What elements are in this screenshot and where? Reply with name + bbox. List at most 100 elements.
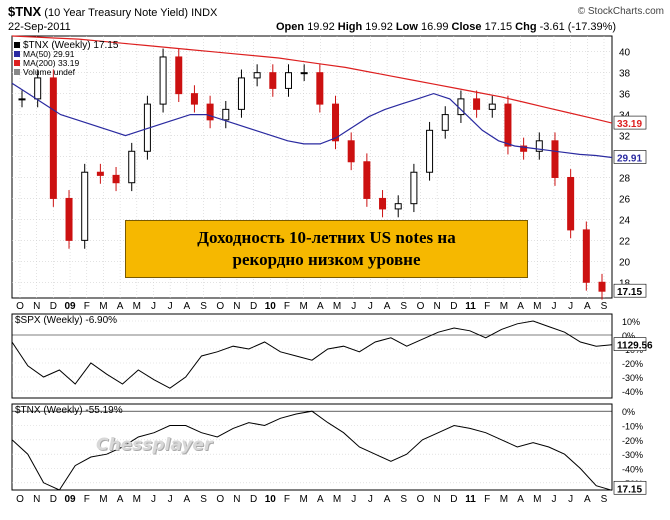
annotation-callout: Доходность 10-летних US notes на рекордно… <box>125 220 528 278</box>
x-tick-label: J <box>151 301 156 312</box>
x-tick-label-bottom: F <box>284 494 290 505</box>
symbol: $TNX <box>8 4 42 19</box>
price-tick-label: 18 <box>619 278 631 289</box>
x-tick-label-bottom: S <box>601 494 608 505</box>
x-tick-label-bottom: F <box>84 494 90 505</box>
candle-body <box>535 140 543 152</box>
candle-body <box>426 129 434 173</box>
x-tick-label-bottom: A <box>517 494 524 505</box>
x-tick-label-bottom: F <box>484 494 490 505</box>
x-tick-label: A <box>317 301 324 312</box>
x-tick-label: F <box>84 301 90 312</box>
x-tick-label: O <box>216 301 224 312</box>
price-tick-label: 20 <box>619 257 631 268</box>
price-tick-label: 22 <box>619 236 631 247</box>
watermark: Chessplayer <box>96 435 213 455</box>
candle-body <box>379 197 387 210</box>
x-tick-label: F <box>484 301 490 312</box>
spx-last-tag-box <box>613 337 647 351</box>
x-tick-label: A <box>117 301 124 312</box>
x-tick-label: O <box>417 301 425 312</box>
candle-body <box>598 281 606 292</box>
candle-body <box>551 140 559 178</box>
x-tick-label: J <box>168 301 173 312</box>
callout-line-2: рекордно низком уровне <box>232 250 421 269</box>
candle-body <box>237 77 245 110</box>
x-tick-label-bottom: 09 <box>64 494 76 505</box>
tnx-tick-label: -10% <box>622 422 643 432</box>
ma200-line <box>11 35 613 124</box>
x-tick-label-bottom: 11 <box>465 494 476 505</box>
x-tick-label-bottom: M <box>500 494 508 505</box>
x-tick-label-bottom: O <box>417 494 425 505</box>
x-tick-label-bottom: A <box>117 494 124 505</box>
x-tick-label: J <box>351 301 356 312</box>
candle-body <box>49 77 57 199</box>
x-tick-label-bottom: M <box>533 494 541 505</box>
spx-tick-label: -20% <box>622 359 643 369</box>
exchange: INDX <box>191 7 218 19</box>
x-tick-label: A <box>384 301 391 312</box>
legend-ma200-swatch <box>14 60 20 66</box>
legend-volume: Volume undef <box>23 67 76 77</box>
price-tick-label: 32 <box>619 132 631 143</box>
x-tick-label-bottom: J <box>368 494 373 505</box>
x-tick-label-bottom: O <box>216 494 224 505</box>
price-tick-label: 24 <box>619 215 631 226</box>
candle-body <box>504 103 512 147</box>
candle-body <box>284 72 292 89</box>
spx-line <box>11 320 613 389</box>
x-tick-label: S <box>601 301 608 312</box>
x-tick-label-bottom: J <box>551 494 556 505</box>
date: 22-Sep-2011 <box>8 21 71 33</box>
price-tick-label: 36 <box>619 90 631 101</box>
x-tick-label: A <box>184 301 191 312</box>
x-tick-label-bottom: J <box>351 494 356 505</box>
tnx-last-tag-box <box>613 480 647 495</box>
x-tick-label: J <box>368 301 373 312</box>
x-tick-label: F <box>284 301 290 312</box>
price-tick-label: 26 <box>619 194 631 205</box>
ma50-line <box>11 82 613 159</box>
tnx-line <box>11 410 613 491</box>
x-tick-label: M <box>500 301 508 312</box>
x-tick-label: D <box>50 301 57 312</box>
candle-body <box>96 171 104 176</box>
x-tick-label-bottom: N <box>33 494 40 505</box>
price-last-tag-box <box>613 283 647 298</box>
x-tick-label: A <box>517 301 524 312</box>
candle-body <box>363 161 371 199</box>
candle-body <box>206 103 214 121</box>
tnx-tick-label: 0% <box>622 407 635 417</box>
x-tick-label: J <box>568 301 573 312</box>
x-tick-label: D <box>250 301 257 312</box>
x-tick-label-bottom: J <box>568 494 573 505</box>
x-tick-label: 09 <box>64 301 76 312</box>
tnx-legend: $TNX (Weekly) -55.19% <box>15 405 123 416</box>
candle-body <box>394 203 402 210</box>
x-tick-label-bottom: M <box>99 494 107 505</box>
spx-tick-label: -40% <box>622 387 643 397</box>
ma200-tag-box <box>613 115 647 130</box>
candle-body <box>410 171 418 205</box>
candle-body <box>347 140 355 163</box>
ma50-tag: 29.91 <box>617 153 642 164</box>
source-credit: © StockCharts.com <box>577 6 664 17</box>
spx-last-tag: 1129.56 <box>617 341 653 352</box>
spx-panel-frame <box>11 313 613 399</box>
legend-main-swatch <box>14 42 20 48</box>
x-tick-label-bottom: D <box>50 494 57 505</box>
x-tick-label: M <box>533 301 541 312</box>
x-tick-label-bottom: A <box>184 494 191 505</box>
candle-body <box>520 145 528 152</box>
candle-body <box>18 98 26 101</box>
x-tick-label-bottom: A <box>317 494 324 505</box>
candle-body <box>65 197 73 241</box>
x-tick-label: S <box>200 301 207 312</box>
x-tick-label: M <box>333 301 341 312</box>
x-tick-label-bottom: O <box>16 494 24 505</box>
candle-body <box>159 56 167 105</box>
x-tick-label-bottom: N <box>233 494 240 505</box>
candle-body <box>300 72 308 75</box>
legend-ma50-swatch <box>14 51 20 57</box>
